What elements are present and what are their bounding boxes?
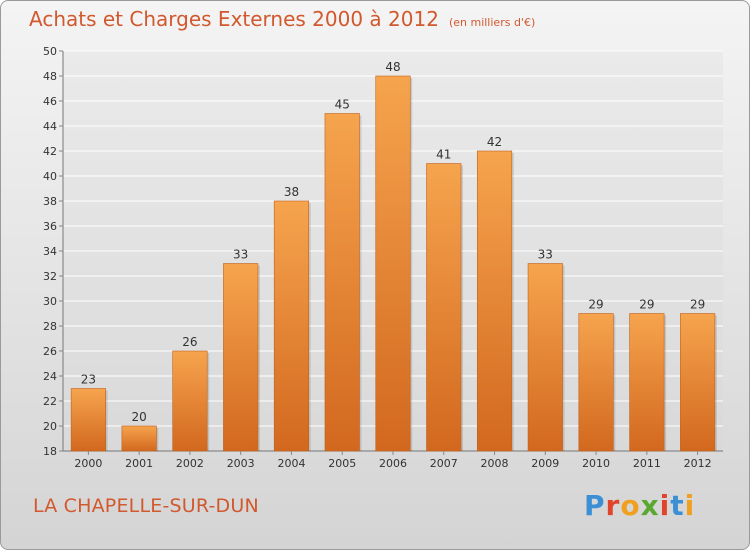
bar-value-label: 23 bbox=[81, 373, 96, 387]
bar bbox=[527, 263, 563, 452]
y-tick-label: 46 bbox=[43, 95, 57, 108]
bar bbox=[273, 200, 310, 452]
bar bbox=[629, 313, 665, 452]
bar bbox=[426, 163, 462, 452]
x-tick-label: 2005 bbox=[328, 457, 356, 470]
logo-letter: r bbox=[605, 489, 621, 522]
proxiti-logo: Proxiti bbox=[584, 489, 695, 522]
x-tick-label: 2003 bbox=[227, 457, 255, 470]
y-tick-label: 18 bbox=[43, 445, 57, 458]
y-tick-label: 26 bbox=[43, 345, 57, 358]
logo-letter: o bbox=[620, 489, 641, 522]
logo-letter: t bbox=[670, 489, 685, 522]
y-tick-label: 20 bbox=[43, 420, 57, 433]
bar-value-label: 38 bbox=[284, 185, 299, 199]
bar-value-label: 45 bbox=[335, 98, 350, 112]
y-tick-label: 24 bbox=[43, 370, 57, 383]
x-tick-label: 2000 bbox=[74, 457, 102, 470]
bar-value-label: 29 bbox=[690, 298, 705, 312]
y-tick-label: 38 bbox=[43, 195, 57, 208]
y-tick-label: 32 bbox=[43, 270, 57, 283]
logo-letter: x bbox=[640, 489, 660, 522]
chart-unit: (en milliers d'€) bbox=[448, 16, 536, 29]
bar bbox=[476, 150, 513, 452]
y-tick-label: 44 bbox=[43, 120, 57, 133]
x-tick-label: 2001 bbox=[125, 457, 153, 470]
bar-value-label: 20 bbox=[132, 410, 147, 424]
y-tick-label: 50 bbox=[43, 45, 57, 58]
chart-title: Achats et Charges Externes 2000 à 2012 bbox=[29, 7, 439, 31]
bar bbox=[375, 75, 411, 452]
bar bbox=[324, 113, 360, 452]
y-tick-label: 22 bbox=[43, 395, 57, 408]
x-tick-label: 2008 bbox=[481, 457, 509, 470]
bar bbox=[70, 388, 106, 452]
logo-letter: P bbox=[584, 489, 606, 522]
logo-letter: i bbox=[659, 489, 671, 522]
bar-value-label: 33 bbox=[233, 248, 248, 262]
y-tick-label: 34 bbox=[43, 245, 57, 258]
bar bbox=[680, 313, 716, 452]
bar-value-label: 48 bbox=[385, 60, 400, 74]
y-tick-label: 42 bbox=[43, 145, 57, 158]
x-tick-label: 2007 bbox=[430, 457, 458, 470]
x-tick-label: 2004 bbox=[277, 457, 305, 470]
y-tick-label: 36 bbox=[43, 220, 57, 233]
bar-value-label: 29 bbox=[588, 298, 603, 312]
logo-letter: i bbox=[684, 489, 696, 522]
y-tick-label: 40 bbox=[43, 170, 57, 183]
bar-value-label: 29 bbox=[639, 298, 654, 312]
chart-title-block: Achats et Charges Externes 2000 à 2012 (e… bbox=[29, 7, 535, 31]
bar bbox=[223, 263, 259, 452]
x-tick-label: 2009 bbox=[531, 457, 559, 470]
y-tick-label: 30 bbox=[43, 295, 57, 308]
commune-name: LA CHAPELLE-SUR-DUN bbox=[33, 495, 259, 517]
y-tick-label: 48 bbox=[43, 70, 57, 83]
bar bbox=[578, 313, 614, 452]
x-tick-label: 2011 bbox=[633, 457, 661, 470]
x-tick-label: 2002 bbox=[176, 457, 204, 470]
bar-value-label: 41 bbox=[436, 148, 451, 162]
x-tick-label: 2006 bbox=[379, 457, 407, 470]
x-tick-label: 2010 bbox=[582, 457, 610, 470]
bar-value-label: 26 bbox=[182, 335, 197, 349]
bar bbox=[172, 350, 208, 452]
bar-value-label: 42 bbox=[487, 135, 502, 149]
bar bbox=[121, 425, 157, 452]
bar-value-label: 33 bbox=[538, 248, 553, 262]
x-tick-label: 2012 bbox=[684, 457, 712, 470]
y-tick-label: 28 bbox=[43, 320, 57, 333]
